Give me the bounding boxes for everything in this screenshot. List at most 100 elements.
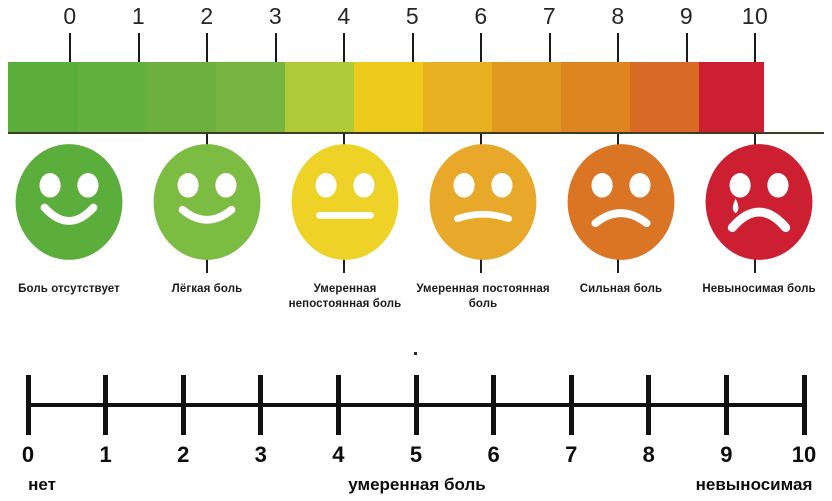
face-row	[0, 136, 832, 268]
top-scale-number-6: 6	[474, 3, 488, 29]
ruler-number-0: 0	[21, 442, 35, 467]
top-scale-tick-9	[685, 33, 688, 62]
face-mouth-frown	[591, 209, 651, 228]
face-eye-right	[491, 173, 513, 198]
face-mouth-big-smile	[40, 203, 98, 225]
top-scale-number-3: 3	[268, 3, 283, 29]
face-cell-moderate-constant-pain[interactable]	[414, 136, 552, 268]
face-caption-mild-pain: Лёгкая боль	[171, 283, 243, 295]
top-scale-number-2: 2	[200, 3, 214, 29]
face-eye-right	[629, 173, 651, 198]
ruler-tick-5	[413, 375, 419, 435]
ruler-number-7: 7	[565, 442, 578, 467]
ruler-number-9: 9	[720, 442, 733, 467]
top-scale-number-1: 1	[131, 3, 146, 29]
color-segment-0	[8, 62, 78, 132]
ruler-number-8: 8	[642, 442, 655, 467]
face-eye-left	[453, 173, 475, 198]
face-head	[15, 144, 123, 260]
top-scale-number-8: 8	[611, 3, 625, 29]
color-segment-5	[354, 62, 423, 132]
color-segment-6	[423, 62, 492, 132]
color-segment-10	[699, 62, 764, 132]
face-head	[429, 144, 537, 260]
top-scale-tick-8	[617, 33, 619, 62]
ruler-tick-10	[801, 375, 807, 435]
face-cell-mild-pain[interactable]	[138, 136, 276, 268]
ruler-caption-left: нет	[28, 475, 56, 494]
face-caption-no-pain: Боль отсутствует	[18, 283, 120, 295]
face-eye-right	[215, 173, 237, 198]
ruler-tick-9	[723, 375, 729, 435]
face-caption-moderate-intermittent-pain: Умеренная непостоянная боль	[288, 283, 402, 310]
ruler-tick-1	[103, 375, 109, 435]
ruler-number-5: 5	[409, 442, 423, 467]
face-eye-left	[177, 173, 199, 198]
face-moderate-intermittent-pain-icon	[291, 144, 399, 260]
ruler-tick-3	[258, 375, 264, 435]
scan-speck-artifact	[414, 352, 417, 355]
face-eye-right	[77, 173, 99, 198]
color-segment-1	[78, 62, 147, 132]
face-severe-pain-icon	[567, 144, 675, 260]
top-scale-tick-2	[206, 33, 208, 62]
ruler-number-3: 3	[254, 442, 267, 467]
face-eye-left	[729, 173, 751, 198]
ruler-number-10: 10	[791, 442, 817, 467]
face-head	[567, 144, 675, 260]
face-head	[291, 144, 399, 260]
face-head	[705, 144, 813, 260]
color-segment-9	[630, 62, 699, 132]
face-caption-unbearable-pain: Невыносимая боль	[702, 283, 816, 295]
face-caption-severe-pain: Сильная боль	[579, 283, 663, 295]
color-segment-7	[492, 62, 561, 132]
face-cell-severe-pain[interactable]	[552, 136, 690, 268]
face-head	[153, 144, 261, 260]
top-scale-tick-4	[343, 33, 345, 62]
ruler-tick-6	[491, 375, 497, 435]
color-segment-4	[285, 62, 354, 132]
ruler-caption-right: невыносимая	[695, 475, 813, 494]
face-eye-left	[591, 173, 613, 198]
face-caption-moderate-constant-pain: Умеренная постоянная боль	[416, 283, 550, 310]
face-mouth-deep-frown	[727, 207, 791, 233]
color-segment-8	[561, 62, 630, 132]
face-no-pain-icon	[15, 144, 123, 260]
ruler-tick-7	[568, 375, 574, 435]
face-eye-right	[767, 173, 789, 198]
color-gradient-bar	[8, 62, 824, 134]
face-mouth-smile	[178, 205, 236, 224]
color-segment-2	[147, 62, 216, 132]
top-scale-tick-6	[480, 33, 482, 62]
face-tear-drop	[732, 198, 739, 214]
top-scale-tick-0	[69, 33, 71, 62]
ruler-number-1: 1	[99, 442, 112, 467]
face-mouth-slight-frown	[454, 210, 512, 223]
top-scale-tick-7	[548, 33, 551, 62]
top-scale-tick-3	[274, 33, 277, 62]
face-cell-moderate-intermittent-pain[interactable]	[276, 136, 414, 268]
face-cell-unbearable-pain[interactable]	[690, 136, 828, 268]
ruler-tick-4	[335, 375, 341, 435]
top-scale-number-9: 9	[679, 3, 694, 29]
ruler-tick-0	[25, 375, 31, 435]
face-mild-pain-icon	[153, 144, 261, 260]
top-scale-tick-1	[137, 33, 140, 62]
face-eye-right	[353, 173, 375, 198]
ruler-number-2: 2	[177, 442, 190, 467]
face-eye-left	[39, 173, 61, 198]
ruler-tick-2	[180, 375, 186, 435]
face-cell-no-pain[interactable]	[0, 136, 138, 268]
ruler-number-4: 4	[332, 442, 345, 467]
top-scale-number-7: 7	[542, 3, 557, 29]
top-scale-number-10: 10	[741, 3, 769, 29]
top-scale-tick-10	[754, 33, 756, 62]
ruler-number-6: 6	[487, 442, 500, 467]
face-moderate-constant-pain-icon	[429, 144, 537, 260]
face-eye-left	[315, 173, 337, 198]
top-scale-tick-5	[411, 33, 414, 62]
top-scale-number-5: 5	[405, 3, 420, 29]
color-segment-3	[216, 62, 285, 132]
ruler-caption-center: умеренная боль	[348, 475, 486, 494]
